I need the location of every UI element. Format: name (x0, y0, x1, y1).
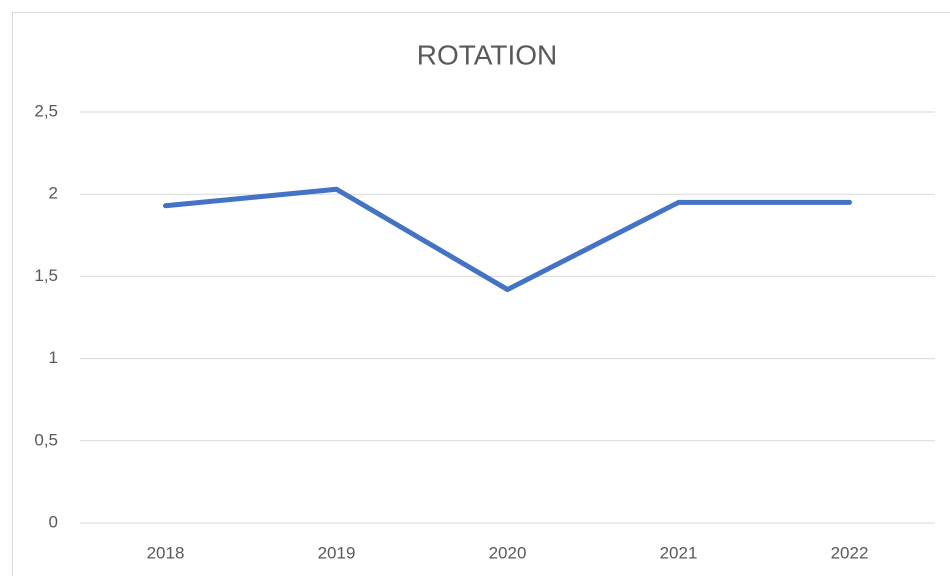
y-tick-label: 2 (49, 184, 58, 203)
y-tick-label: 1,5 (34, 266, 58, 285)
chart-title: ROTATION (417, 39, 558, 70)
y-tick-label: 2,5 (34, 101, 58, 120)
y-tick-label: 1 (49, 348, 58, 367)
x-tick-label: 2018 (147, 543, 185, 562)
x-tick-label: 2019 (318, 543, 356, 562)
x-tick-label: 2022 (831, 543, 869, 562)
y-tick-label: 0 (49, 512, 58, 531)
chart-frame (12, 12, 950, 576)
line-series (163, 186, 852, 293)
y-tick-label: 0,5 (34, 430, 58, 449)
x-tick-label: 2020 (489, 543, 527, 562)
x-tick-label: 2021 (660, 543, 698, 562)
